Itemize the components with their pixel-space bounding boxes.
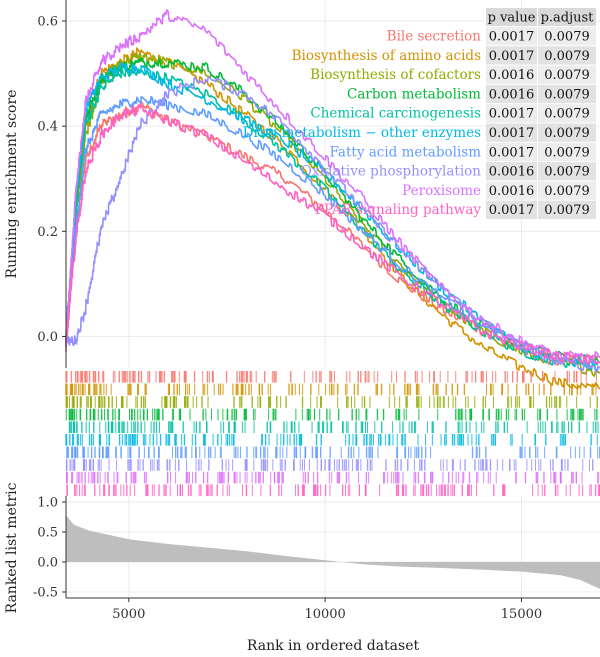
legend-label: Bile secretion [387, 29, 482, 45]
table-cell [538, 84, 596, 104]
x-tick-label: 10000 [304, 607, 345, 622]
es-y-axis-title: Running enrichment score [4, 90, 20, 279]
table-header-cell [538, 8, 596, 26]
pvalue-cell: 0.0017 [489, 145, 535, 160]
table-cell [538, 27, 596, 46]
metric-tick-label: 0.0 [37, 556, 58, 571]
padjust-cell: 0.0079 [544, 68, 590, 83]
table-cell [486, 84, 537, 104]
pvalue-cell: 0.0017 [489, 49, 535, 64]
legend-label: Drug metabolism − other enzymes [243, 125, 481, 141]
ranked-metric-area [66, 515, 600, 589]
legend-label: Fatty acid metabolism [329, 144, 481, 160]
legend-label: Chemical carcinogenesis [310, 106, 481, 122]
es-lines [65, 9, 600, 390]
table-cell [538, 181, 596, 200]
metric-y-ticks: 1.0 0.5 0.0 -0.5 [33, 496, 66, 601]
table-cell [486, 65, 537, 84]
table-header-padjust: p.adjust [541, 11, 595, 26]
legend-label: PPAR signaling pathway [315, 202, 481, 218]
padjust-cell: 0.0079 [544, 107, 590, 122]
es-tick-label: 0.0 [37, 330, 58, 345]
x-tick-label: 5000 [112, 607, 145, 622]
metric-tick-label: 1.0 [37, 496, 58, 511]
table-cell [538, 104, 596, 123]
es-line [65, 9, 600, 363]
es-tick-label: 0.2 [37, 225, 58, 240]
padjust-cell: 0.0079 [544, 203, 590, 218]
es-line [65, 76, 600, 373]
table-header-cell [486, 8, 537, 26]
pvalue-table: p value p.adjust Bile secretion 0.0017 0.007… [243, 8, 596, 219]
table-cell [538, 46, 596, 65]
padjust-cell: 0.0079 [544, 126, 590, 141]
x-tick-label: 15000 [501, 607, 542, 622]
metric-y-axis-title: Ranked list metric [4, 482, 20, 613]
padjust-cell: 0.0079 [544, 145, 590, 160]
table-header-pvalue: p value [488, 11, 536, 26]
legend-label: Biosynthesis of cofactors [310, 67, 481, 83]
table-cell [538, 162, 596, 181]
x-axis-title: Rank in ordered dataset [247, 638, 420, 654]
legend-label: Carbon metabolism [347, 86, 481, 102]
pvalue-cell: 0.0017 [489, 203, 535, 218]
es-tick-label: 0.6 [37, 15, 58, 30]
table-cell [486, 27, 537, 46]
table-cell [486, 46, 537, 65]
legend-label: Oxidative phosphorylation [301, 164, 482, 180]
pvalue-cell: 0.0017 [489, 126, 535, 141]
table-cell [486, 162, 537, 181]
es-line [65, 95, 600, 367]
pvalue-cell: 0.0016 [489, 184, 535, 199]
padjust-cell: 0.0079 [544, 30, 590, 45]
pvalue-cell: 0.0017 [489, 30, 535, 45]
metric-tick-label: 0.5 [37, 526, 58, 541]
table-cell [486, 200, 537, 219]
table-cell [538, 200, 596, 219]
pvalue-cell: 0.0016 [489, 87, 535, 102]
legend-label: Peroxisome [402, 183, 481, 199]
table-cell [486, 123, 537, 142]
legend-label: Biosynthesis of amino acids [292, 48, 481, 64]
padjust-cell: 0.0079 [544, 49, 590, 64]
padjust-cell: 0.0079 [544, 184, 590, 199]
table-cell [538, 65, 596, 84]
gene-hit-barcode [65, 371, 600, 496]
padjust-cell: 0.0079 [544, 165, 590, 180]
table-cell [486, 181, 537, 200]
es-line [65, 104, 600, 365]
es-y-ticks: 0.0 0.2 0.4 0.6 [37, 15, 66, 345]
table-cell [538, 142, 596, 162]
table-cell [486, 104, 537, 123]
table-cell [486, 142, 537, 162]
table-cell [538, 123, 596, 142]
pvalue-cell: 0.0016 [489, 165, 535, 180]
pvalue-cell: 0.0016 [489, 68, 535, 83]
es-tick-label: 0.4 [37, 120, 58, 135]
padjust-cell: 0.0079 [544, 87, 590, 102]
metric-tick-label: -0.5 [33, 586, 58, 601]
x-ticks: 5000 10000 15000 [112, 598, 542, 622]
pvalue-cell: 0.0017 [489, 107, 535, 122]
